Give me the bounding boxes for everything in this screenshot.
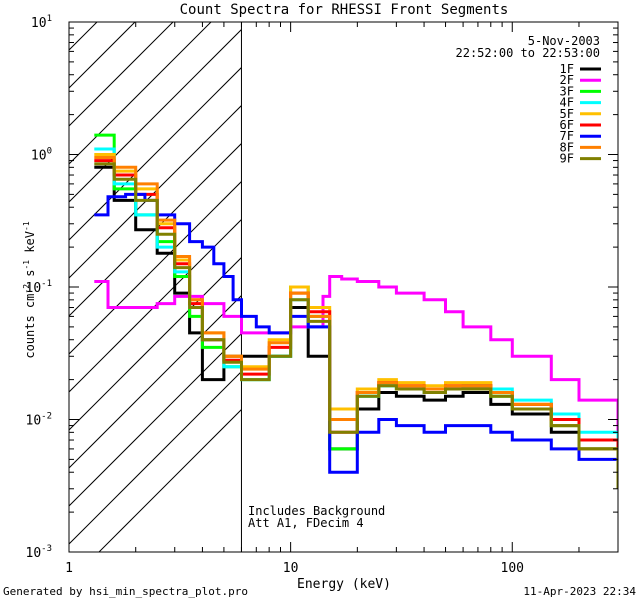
series-layer: [94, 133, 618, 489]
chart-title: Count Spectra for RHESSI Front Segments: [180, 2, 509, 18]
y-axis-label: counts cm-2 s-1 keV-1: [22, 221, 37, 358]
hatch-line: [69, 256, 242, 431]
y-tick-label: 10-1: [26, 279, 53, 296]
legend-label: 8F: [560, 140, 574, 154]
background-hatch-region: [69, 22, 242, 552]
y-tick-label: 10-3: [26, 544, 53, 561]
legend-label: 1F: [560, 62, 574, 76]
series-line-2F: [94, 275, 618, 449]
hatch-line: [69, 104, 242, 279]
legend-label: 2F: [560, 73, 574, 87]
hatch-line: [98, 408, 242, 552]
legend-label: 4F: [560, 96, 574, 110]
hatch-line: [69, 66, 242, 241]
y-tick-label: 100: [31, 147, 52, 164]
legend-label: 7F: [560, 129, 574, 143]
y-tick-labels: 10-3 10-2 10-1 100 101: [26, 14, 53, 561]
hatch-line: [69, 218, 242, 393]
y-tick-label: 101: [31, 14, 52, 31]
legend-label: 9F: [560, 152, 574, 166]
axis-ticks: [68, 21, 619, 553]
legend-label: 6F: [560, 118, 574, 132]
legend: 5-Nov-2003 22:52:00 to 22:53:00 1F2F3F4F…: [456, 34, 601, 166]
x-tick-label: 10: [283, 561, 299, 576]
hatch-line: [69, 22, 212, 165]
footer-generated-by: Generated by hsi_min_spectra_plot.pro: [3, 585, 248, 598]
series-line-9F: [94, 162, 618, 489]
x-axis-label: Energy (keV): [297, 577, 391, 592]
legend-label: 3F: [560, 84, 574, 98]
annotation-background: Includes Background: [248, 504, 385, 518]
hatch-line: [69, 180, 242, 355]
footer-timestamp: 11-Apr-2023 22:34: [523, 585, 636, 598]
x-tick-label: 1: [65, 561, 73, 576]
hatch-line: [69, 294, 242, 469]
hatch-line: [69, 370, 242, 545]
series-line-7F: [94, 192, 618, 489]
x-tick-label: 100: [501, 561, 524, 576]
x-tick-labels: 1 10 100: [65, 561, 524, 576]
y-tick-label: 10-2: [26, 412, 53, 429]
legend-time-range: 22:52:00 to 22:53:00: [456, 46, 601, 60]
hatch-line: [69, 22, 174, 127]
legend-date: 5-Nov-2003: [528, 34, 600, 48]
hatch-line: [69, 28, 242, 203]
hatch-line: [69, 332, 242, 507]
annotation-attenuator: Att A1, FDecim 4: [248, 516, 364, 530]
legend-label: 5F: [560, 107, 574, 121]
